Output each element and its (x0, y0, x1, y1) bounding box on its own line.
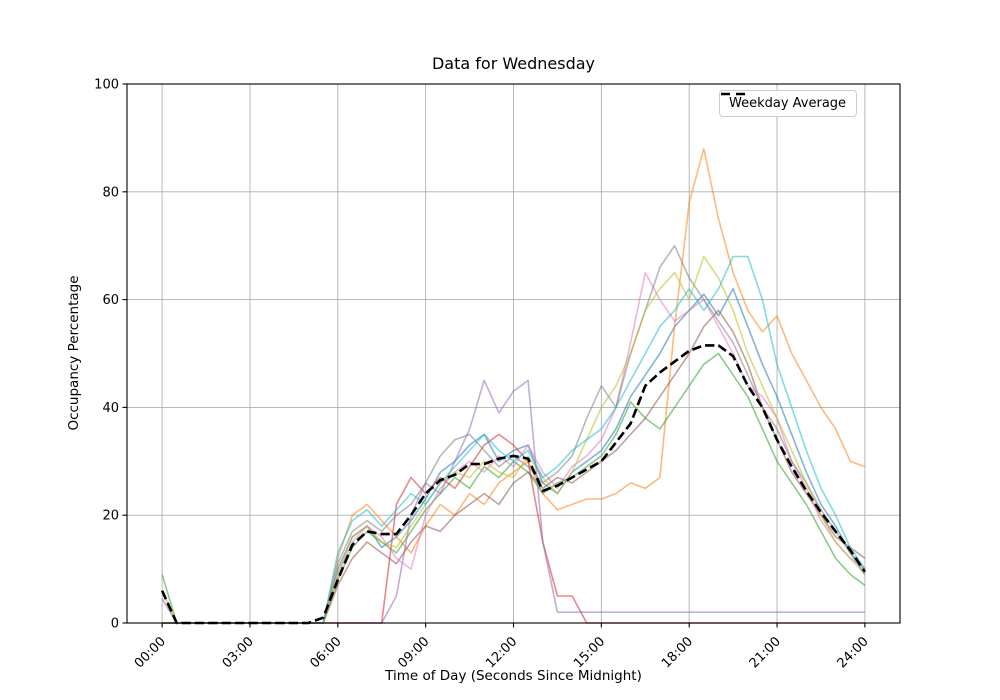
x-tick-label: 12:00 (483, 634, 520, 671)
y-axis-label: Occupancy Percentage (66, 275, 82, 431)
y-tick-label: 100 (94, 78, 119, 93)
x-tick-label: 21:00 (747, 634, 784, 671)
y-tick-label: 20 (102, 509, 119, 524)
x-tick-label: 24:00 (835, 634, 872, 671)
x-tick-label: 03:00 (220, 634, 257, 671)
legend: Weekday Average (719, 90, 858, 117)
x-tick-label: 00:00 (132, 634, 169, 671)
y-tick-label: 80 (102, 185, 119, 200)
x-tick-label: 18:00 (659, 634, 696, 671)
y-tick-label: 40 (102, 401, 119, 416)
x-axis-label: Time of Day (Seconds Since Midnight) (385, 668, 642, 684)
x-tick-label: 09:00 (395, 634, 432, 671)
legend-dashed-line-sample (721, 92, 747, 96)
y-tick-label: 0 (111, 617, 119, 632)
x-tick-label: 06:00 (308, 634, 345, 671)
chart-title: Data for Wednesday (431, 54, 595, 73)
x-tick-label: 15:00 (571, 634, 608, 671)
legend-entry-label: Weekday Average (729, 96, 847, 111)
y-tick-label: 60 (102, 293, 119, 308)
